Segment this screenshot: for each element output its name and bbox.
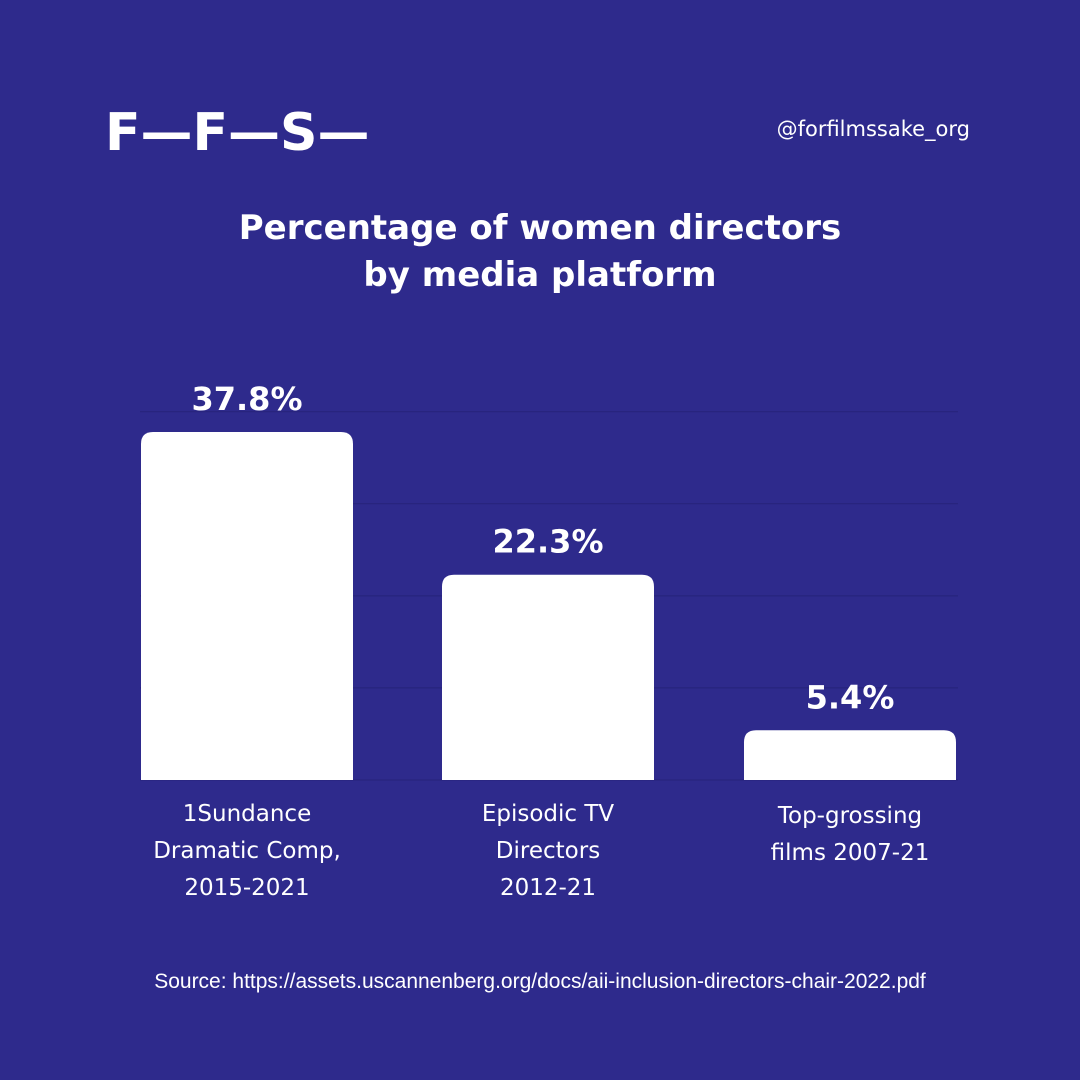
category-label-line: Dramatic Comp, [153,838,341,864]
bar-0 [141,432,353,780]
category-label-line: 1Sundance [182,801,312,827]
category-label-line: 2012-21 [499,875,597,901]
social-handle: @forfilmssake_org [776,117,970,141]
bar-1 [442,574,654,780]
category-label-line: 2015-2021 [184,875,310,901]
source-citation: Source: https://assets.uscannenberg.org/… [154,970,926,993]
brand-logo: F—F—S— [105,103,370,163]
category-label-line: films 2007-21 [770,840,930,866]
category-label-1: Episodic TV Directors 2012-21 [428,796,668,907]
value-label-0: 37.8% [191,380,302,418]
chart-title: Percentage of women directors by media p… [0,205,1080,299]
chart-title-line-1: Percentage of women directors [238,208,842,248]
category-label-line: Top-grossing [777,803,923,829]
category-label-line: Episodic TV [481,801,615,827]
bar-2 [744,730,956,780]
value-label-2: 5.4% [806,678,895,716]
category-label-line: Directors [495,838,601,864]
value-label-1: 22.3% [492,523,603,561]
category-label-2: Top-grossing films 2007-21 [730,798,970,872]
chart-title-line-2: by media platform [363,255,717,295]
category-label-0: 1Sundance Dramatic Comp, 2015-2021 [127,796,367,907]
